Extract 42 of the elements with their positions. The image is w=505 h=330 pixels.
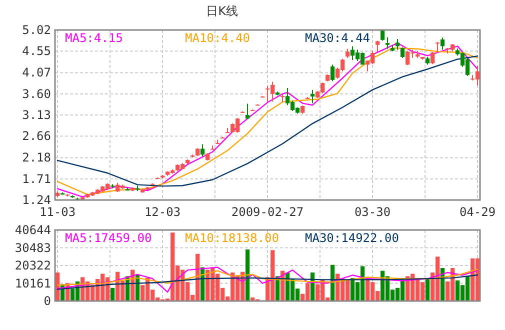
text: MA30:4.44 (305, 31, 370, 45)
y-tick-label: 0 (44, 294, 51, 308)
candlestick (400, 47, 404, 58)
text: MA10:4.40 (185, 31, 250, 45)
text: MA5:4.15 (65, 31, 123, 45)
y-tick-label: 3.13 (22, 108, 51, 122)
x-tick-label: 12-03 (144, 205, 181, 219)
x-tick-label: 11-03 (39, 205, 76, 219)
y-tick-label: 4.55 (22, 44, 51, 58)
y-tick-label: 1.71 (22, 172, 51, 186)
chart-title: 日K线 (206, 4, 238, 18)
candlestick (246, 103, 250, 120)
candlestick (310, 89, 314, 104)
line-series (56, 266, 478, 293)
y-tick-label: 5.02 (22, 23, 51, 37)
y-tick-label: 40644 (14, 223, 51, 237)
candlestick (386, 36, 390, 50)
text: MA30:14922.00 (305, 231, 399, 245)
y-tick-label: 10161 (14, 276, 51, 290)
bar (246, 249, 250, 301)
line-series (56, 268, 478, 286)
x-tick-label: 04-29 (459, 205, 496, 219)
candlestick (330, 64, 334, 82)
y-tick-label: 2.66 (22, 129, 51, 144)
line-series (56, 274, 478, 290)
candlestick (200, 144, 204, 157)
bar (426, 278, 430, 301)
y-tick-label: 20322 (14, 258, 51, 272)
y-tick-label: 4.07 (22, 66, 51, 80)
bar (110, 288, 114, 301)
y-tick-label: 2.18 (22, 150, 51, 165)
candlestick (440, 37, 444, 50)
candlestick (436, 42, 440, 54)
y-tick-label: 30483 (14, 240, 51, 255)
text: MA5:17459.00 (65, 231, 152, 245)
x-tick-label: 03-30 (354, 205, 391, 219)
y-tick-label: 3.60 (22, 86, 51, 101)
candlestick (396, 38, 400, 50)
x-tick-label: 2009-02-27 (231, 205, 304, 219)
y-tick-label: 1.24 (22, 193, 51, 207)
candlestick (430, 52, 434, 65)
text: MA10:18138.00 (185, 231, 279, 245)
